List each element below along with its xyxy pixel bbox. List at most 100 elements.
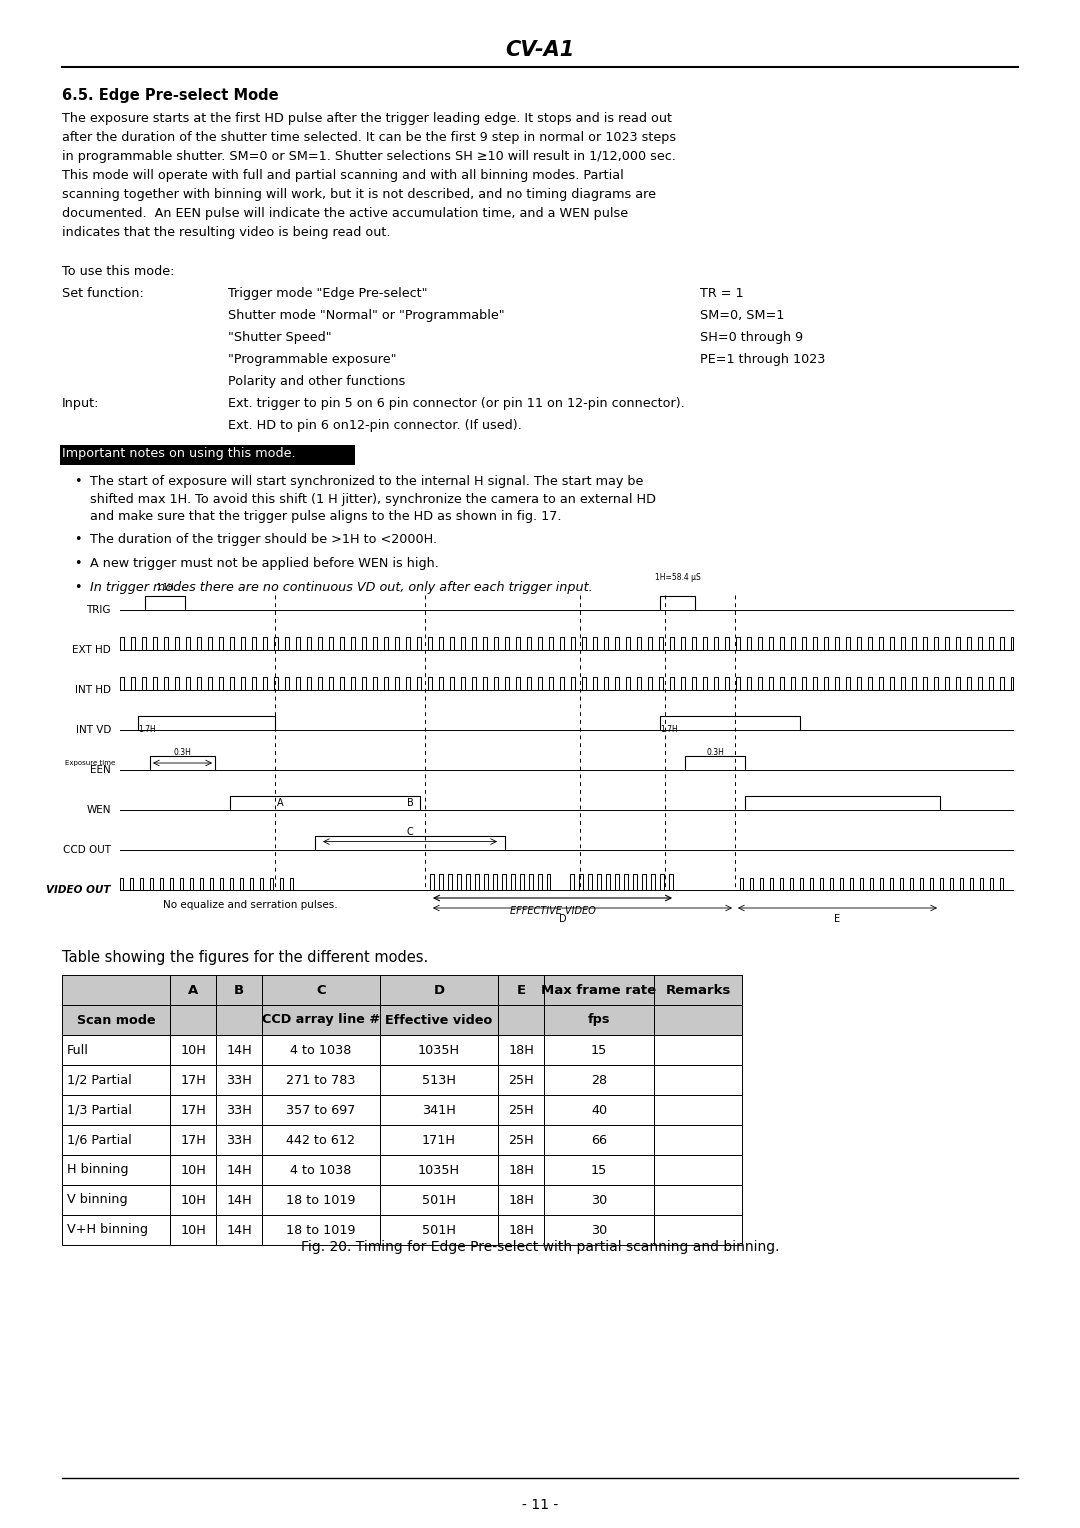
Text: C: C xyxy=(316,984,326,996)
Text: SH=0 through 9: SH=0 through 9 xyxy=(700,332,804,344)
Bar xyxy=(170,1215,216,1245)
Text: Shutter mode "Normal" or "Programmable": Shutter mode "Normal" or "Programmable" xyxy=(228,309,504,322)
Text: 15: 15 xyxy=(591,1044,607,1056)
Bar xyxy=(498,1155,544,1186)
Bar xyxy=(262,1215,380,1245)
Bar xyxy=(262,1065,380,1096)
Bar xyxy=(62,1155,170,1186)
Bar xyxy=(654,1215,742,1245)
Text: 17H: 17H xyxy=(180,1134,206,1146)
Text: documented.  An EEN pulse will indicate the active accumulation time, and a WEN : documented. An EEN pulse will indicate t… xyxy=(62,206,629,220)
Text: Ext. HD to pin 6 on12-pin connector. (If used).: Ext. HD to pin 6 on12-pin connector. (If… xyxy=(228,419,522,432)
Bar xyxy=(216,1155,262,1186)
Bar xyxy=(544,1125,654,1155)
Bar xyxy=(544,1034,654,1065)
Text: 66: 66 xyxy=(591,1134,607,1146)
Text: 25H: 25H xyxy=(508,1074,534,1086)
Bar xyxy=(62,1034,170,1065)
Bar xyxy=(380,1034,498,1065)
Text: 18 to 1019: 18 to 1019 xyxy=(286,1193,355,1207)
Text: 14H: 14H xyxy=(226,1044,252,1056)
Text: •: • xyxy=(75,558,81,570)
Text: 1/2 Partial: 1/2 Partial xyxy=(67,1074,132,1086)
Bar xyxy=(380,1065,498,1096)
Bar xyxy=(262,1125,380,1155)
Text: EFFECTIVE VIDEO: EFFECTIVE VIDEO xyxy=(510,906,595,915)
Text: 4 to 1038: 4 to 1038 xyxy=(291,1044,352,1056)
Bar xyxy=(498,1034,544,1065)
Bar xyxy=(62,1125,170,1155)
Text: Fig. 20. Timing for Edge Pre-select with partial scanning and binning.: Fig. 20. Timing for Edge Pre-select with… xyxy=(300,1241,780,1254)
Text: scanning together with binning will work, but it is not described, and no timing: scanning together with binning will work… xyxy=(62,188,656,202)
Text: PE=1 through 1023: PE=1 through 1023 xyxy=(700,353,825,367)
Text: 25H: 25H xyxy=(508,1134,534,1146)
Text: 4 to 1038: 4 to 1038 xyxy=(291,1163,352,1177)
Bar xyxy=(170,1125,216,1155)
Text: 40: 40 xyxy=(591,1103,607,1117)
Text: 513H: 513H xyxy=(422,1074,456,1086)
Text: 6.5. Edge Pre-select Mode: 6.5. Edge Pre-select Mode xyxy=(62,89,279,102)
Text: •: • xyxy=(75,581,81,593)
Text: 18 to 1019: 18 to 1019 xyxy=(286,1224,355,1236)
Bar xyxy=(380,975,498,1005)
Text: TR = 1: TR = 1 xyxy=(700,287,744,299)
Text: D: D xyxy=(558,914,566,924)
Bar xyxy=(62,1065,170,1096)
Bar xyxy=(544,1155,654,1186)
Bar xyxy=(654,1096,742,1125)
Text: WEN: WEN xyxy=(86,805,111,814)
Text: The exposure starts at the first HD pulse after the trigger leading edge. It sto: The exposure starts at the first HD puls… xyxy=(62,112,672,125)
Bar xyxy=(170,1155,216,1186)
Text: 442 to 612: 442 to 612 xyxy=(286,1134,355,1146)
Text: B: B xyxy=(407,798,414,808)
Bar xyxy=(380,1215,498,1245)
Text: This mode will operate with full and partial scanning and with all binning modes: This mode will operate with full and par… xyxy=(62,170,624,182)
Bar xyxy=(62,1096,170,1125)
Bar xyxy=(62,1215,170,1245)
Text: The start of exposure will start synchronized to the internal H signal. The star: The start of exposure will start synchro… xyxy=(90,475,644,487)
Bar xyxy=(544,975,654,1005)
Text: Set function:: Set function: xyxy=(62,287,144,299)
Bar xyxy=(216,1005,262,1034)
Bar xyxy=(498,1065,544,1096)
Text: 33H: 33H xyxy=(226,1074,252,1086)
Text: 341H: 341H xyxy=(422,1103,456,1117)
Text: CV-A1: CV-A1 xyxy=(505,40,575,60)
Bar xyxy=(170,1096,216,1125)
Bar xyxy=(170,1005,216,1034)
Bar xyxy=(60,445,355,465)
Text: TRIG: TRIG xyxy=(86,605,111,614)
Bar xyxy=(216,975,262,1005)
Text: Trigger mode "Edge Pre-select": Trigger mode "Edge Pre-select" xyxy=(228,287,428,299)
Text: The duration of the trigger should be >1H to <2000H.: The duration of the trigger should be >1… xyxy=(90,533,437,547)
Text: 1.1H: 1.1H xyxy=(157,584,174,591)
Text: 0.3H: 0.3H xyxy=(706,749,724,758)
Text: 357 to 697: 357 to 697 xyxy=(286,1103,355,1117)
Text: V binning: V binning xyxy=(67,1193,127,1207)
Text: 1/6 Partial: 1/6 Partial xyxy=(67,1134,132,1146)
Bar xyxy=(380,1125,498,1155)
Text: "Programmable exposure": "Programmable exposure" xyxy=(228,353,396,367)
Bar xyxy=(498,1215,544,1245)
Text: A: A xyxy=(188,984,198,996)
Bar xyxy=(216,1215,262,1245)
Text: To use this mode:: To use this mode: xyxy=(62,264,175,278)
Text: 501H: 501H xyxy=(422,1224,456,1236)
Text: INT VD: INT VD xyxy=(76,724,111,735)
Text: SM=0, SM=1: SM=0, SM=1 xyxy=(700,309,784,322)
Bar xyxy=(544,1096,654,1125)
Text: in programmable shutter. SM=0 or SM=1. Shutter selections SH ≥10 will result in : in programmable shutter. SM=0 or SM=1. S… xyxy=(62,150,676,163)
Bar xyxy=(380,1005,498,1034)
Text: 14H: 14H xyxy=(226,1193,252,1207)
Text: 33H: 33H xyxy=(226,1134,252,1146)
Text: Polarity and other functions: Polarity and other functions xyxy=(228,374,405,388)
Text: 25H: 25H xyxy=(508,1103,534,1117)
Text: 10H: 10H xyxy=(180,1163,206,1177)
Text: 171H: 171H xyxy=(422,1134,456,1146)
Text: 17H: 17H xyxy=(180,1074,206,1086)
Text: Scan mode: Scan mode xyxy=(77,1013,156,1027)
Bar xyxy=(654,1125,742,1155)
Bar xyxy=(216,1125,262,1155)
Text: Effective video: Effective video xyxy=(386,1013,492,1027)
Text: No equalize and serration pulses.: No equalize and serration pulses. xyxy=(163,900,337,911)
